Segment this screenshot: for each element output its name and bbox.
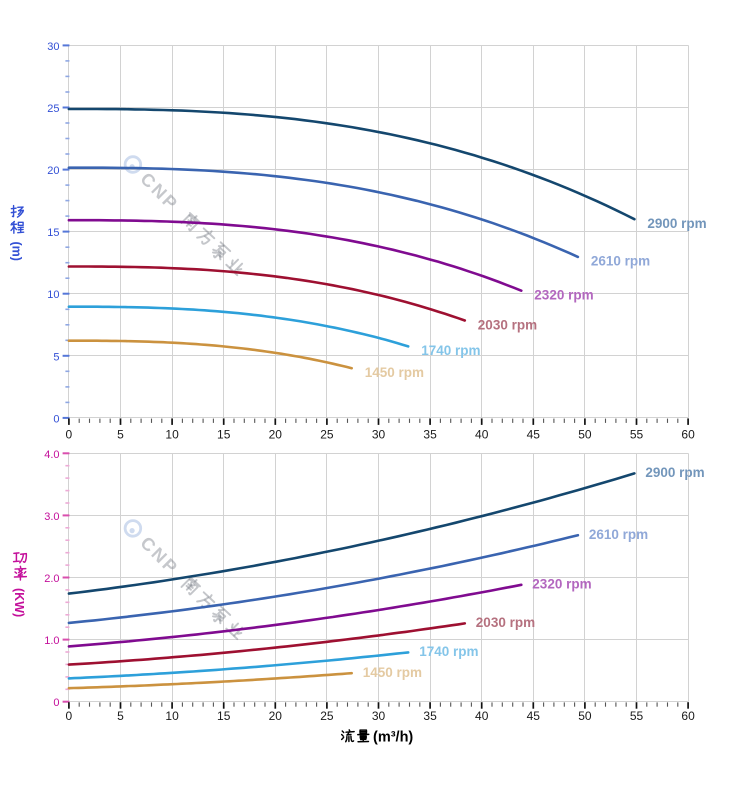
svg-text:0: 0 xyxy=(53,413,59,425)
svg-text:10: 10 xyxy=(165,709,179,723)
svg-text:2900 rpm: 2900 rpm xyxy=(645,465,704,480)
svg-text:1450 rpm: 1450 rpm xyxy=(363,665,422,680)
svg-text:2320 rpm: 2320 rpm xyxy=(534,288,593,303)
svg-text:1450 rpm: 1450 rpm xyxy=(365,365,424,380)
svg-text:(m³/h): (m³/h) xyxy=(373,730,413,746)
svg-text:35: 35 xyxy=(423,428,437,442)
svg-text:4.0: 4.0 xyxy=(44,449,59,461)
svg-text:40: 40 xyxy=(475,709,489,723)
svg-text:2610 rpm: 2610 rpm xyxy=(589,527,648,542)
svg-text:(m): (m) xyxy=(10,242,24,261)
svg-text:10: 10 xyxy=(47,289,59,301)
svg-text:45: 45 xyxy=(527,709,541,723)
svg-text:0: 0 xyxy=(66,709,73,723)
svg-text:25: 25 xyxy=(47,103,59,115)
svg-text:0: 0 xyxy=(66,428,73,442)
svg-text:5: 5 xyxy=(117,428,124,442)
svg-text:5: 5 xyxy=(53,351,59,363)
svg-text:2.0: 2.0 xyxy=(44,573,59,585)
svg-text:55: 55 xyxy=(630,709,644,723)
svg-text:(KW): (KW) xyxy=(12,588,26,617)
svg-text:40: 40 xyxy=(475,428,489,442)
svg-text:2610 rpm: 2610 rpm xyxy=(591,254,650,269)
svg-text:60: 60 xyxy=(681,709,695,723)
svg-text:5: 5 xyxy=(117,709,124,723)
svg-text:2030 rpm: 2030 rpm xyxy=(478,317,537,332)
svg-text:35: 35 xyxy=(423,709,437,723)
svg-text:30: 30 xyxy=(372,709,386,723)
svg-text:50: 50 xyxy=(578,709,592,723)
svg-text:20: 20 xyxy=(47,165,59,177)
svg-text:1740 rpm: 1740 rpm xyxy=(419,644,478,659)
svg-text:1740 rpm: 1740 rpm xyxy=(421,343,480,358)
svg-text:20: 20 xyxy=(269,709,283,723)
svg-text:2030 rpm: 2030 rpm xyxy=(476,615,535,630)
svg-text:3.0: 3.0 xyxy=(44,511,59,523)
svg-text:30: 30 xyxy=(47,41,59,53)
svg-text:15: 15 xyxy=(47,227,59,239)
svg-text:20: 20 xyxy=(269,428,283,442)
svg-text:0: 0 xyxy=(53,697,59,709)
svg-text:25: 25 xyxy=(320,709,334,723)
svg-text:50: 50 xyxy=(578,428,592,442)
svg-text:15: 15 xyxy=(217,428,231,442)
svg-text:1.0: 1.0 xyxy=(44,635,59,647)
svg-text:15: 15 xyxy=(217,709,231,723)
svg-text:60: 60 xyxy=(681,428,695,442)
svg-text:2900 rpm: 2900 rpm xyxy=(647,216,706,231)
svg-text:25: 25 xyxy=(320,428,334,442)
svg-text:10: 10 xyxy=(165,428,179,442)
svg-text:2320 rpm: 2320 rpm xyxy=(532,577,591,592)
svg-text:55: 55 xyxy=(630,428,644,442)
svg-text:30: 30 xyxy=(372,428,386,442)
svg-text:45: 45 xyxy=(527,428,541,442)
